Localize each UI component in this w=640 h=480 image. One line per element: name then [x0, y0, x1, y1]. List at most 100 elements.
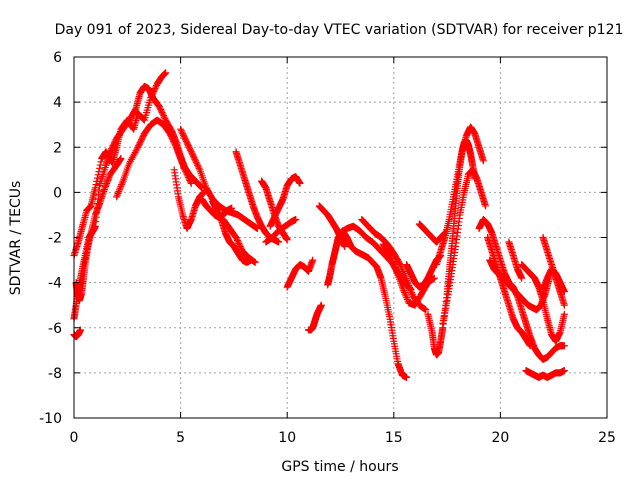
data-point	[111, 137, 119, 145]
data-point	[108, 143, 116, 151]
series-arc-9	[219, 215, 259, 266]
data-point	[195, 164, 203, 172]
data-point	[309, 256, 317, 264]
series-arc-7	[177, 125, 261, 232]
data-point	[189, 151, 197, 159]
data-point	[560, 342, 568, 350]
data-point	[190, 154, 198, 162]
data-point	[194, 163, 202, 171]
x-tick-label: 5	[176, 430, 185, 446]
data-point	[187, 178, 195, 186]
series-arc-20	[358, 215, 430, 314]
x-tick-label: 25	[598, 430, 616, 446]
data-point	[155, 103, 163, 111]
data-point	[388, 258, 396, 266]
series-arc-14	[262, 215, 300, 246]
data-point	[134, 143, 142, 151]
data-point	[109, 142, 117, 150]
data-point	[158, 109, 166, 117]
series-arc-30	[518, 261, 568, 345]
y-tick-label: -4	[48, 276, 62, 292]
data-point	[430, 274, 438, 282]
series-arc-18	[324, 227, 411, 381]
data-point	[233, 235, 241, 243]
data-point	[183, 139, 191, 147]
data-point	[179, 131, 187, 139]
data-point	[97, 158, 105, 166]
data-point	[481, 202, 489, 210]
data-point	[317, 301, 325, 309]
data-point	[386, 253, 394, 261]
data-point	[162, 69, 170, 77]
data-point	[135, 142, 143, 150]
data-point	[187, 179, 195, 187]
series-arc-25	[439, 166, 489, 327]
data-point	[228, 204, 236, 212]
data-point	[135, 140, 143, 148]
data-point	[182, 137, 190, 145]
data-point	[251, 258, 259, 266]
data-point	[233, 237, 241, 245]
series-arc-32	[522, 367, 568, 381]
data-point	[518, 274, 526, 282]
data-point	[560, 367, 568, 375]
data-point	[236, 241, 244, 249]
data-point	[182, 169, 190, 177]
data-point	[560, 310, 568, 318]
data-point	[151, 85, 159, 93]
data-point	[169, 137, 177, 145]
axes: 0 5 10 15 20 25 -10 -8 -6 -4 -2 0 2 4 6	[39, 50, 616, 446]
data-point	[169, 136, 177, 144]
data-point	[189, 152, 197, 160]
data-point	[441, 229, 449, 237]
data-point	[92, 181, 100, 189]
data-point	[560, 288, 568, 296]
data-point	[93, 174, 101, 182]
series-arc-33	[539, 265, 568, 296]
data-point	[192, 157, 200, 165]
series-arc-10	[198, 195, 236, 221]
data-point	[403, 373, 411, 381]
series-arc-8	[209, 197, 255, 266]
data-point	[236, 243, 244, 251]
data-point	[388, 256, 396, 264]
data-point	[171, 140, 179, 148]
data-point	[387, 255, 395, 263]
y-tick-label: 4	[53, 95, 62, 111]
data-point	[386, 252, 394, 260]
data-point	[187, 148, 195, 156]
data-point	[389, 259, 397, 267]
data-point	[160, 113, 168, 121]
data-point	[178, 128, 186, 136]
data-point	[152, 83, 160, 91]
x-tick-label: 20	[491, 430, 509, 446]
series-arc-34	[505, 238, 526, 282]
data-point	[182, 167, 190, 175]
data-point	[188, 149, 196, 157]
data-point	[186, 145, 194, 153]
data-point	[185, 175, 193, 183]
data-point	[235, 240, 243, 248]
data-point	[167, 133, 175, 141]
chart-title: Day 091 of 2023, Sidereal Day-to-day VTE…	[55, 22, 624, 38]
data-point	[292, 215, 300, 223]
data-point	[177, 127, 185, 135]
data-point	[479, 157, 487, 165]
data-point	[76, 326, 84, 334]
data-point	[138, 136, 146, 144]
series-arc-3	[72, 155, 125, 305]
data-point	[157, 106, 165, 114]
data-point	[167, 131, 175, 139]
data-point	[191, 155, 199, 163]
data-point	[110, 140, 118, 148]
data-point	[184, 140, 192, 148]
data-point	[139, 133, 147, 141]
y-tick-label: 2	[53, 140, 62, 156]
series-arc-15	[283, 256, 317, 291]
data-point	[283, 236, 291, 244]
data-point	[560, 301, 568, 309]
series-arc-17	[315, 202, 349, 251]
data-point	[237, 244, 245, 252]
series-arc-5	[113, 116, 195, 201]
